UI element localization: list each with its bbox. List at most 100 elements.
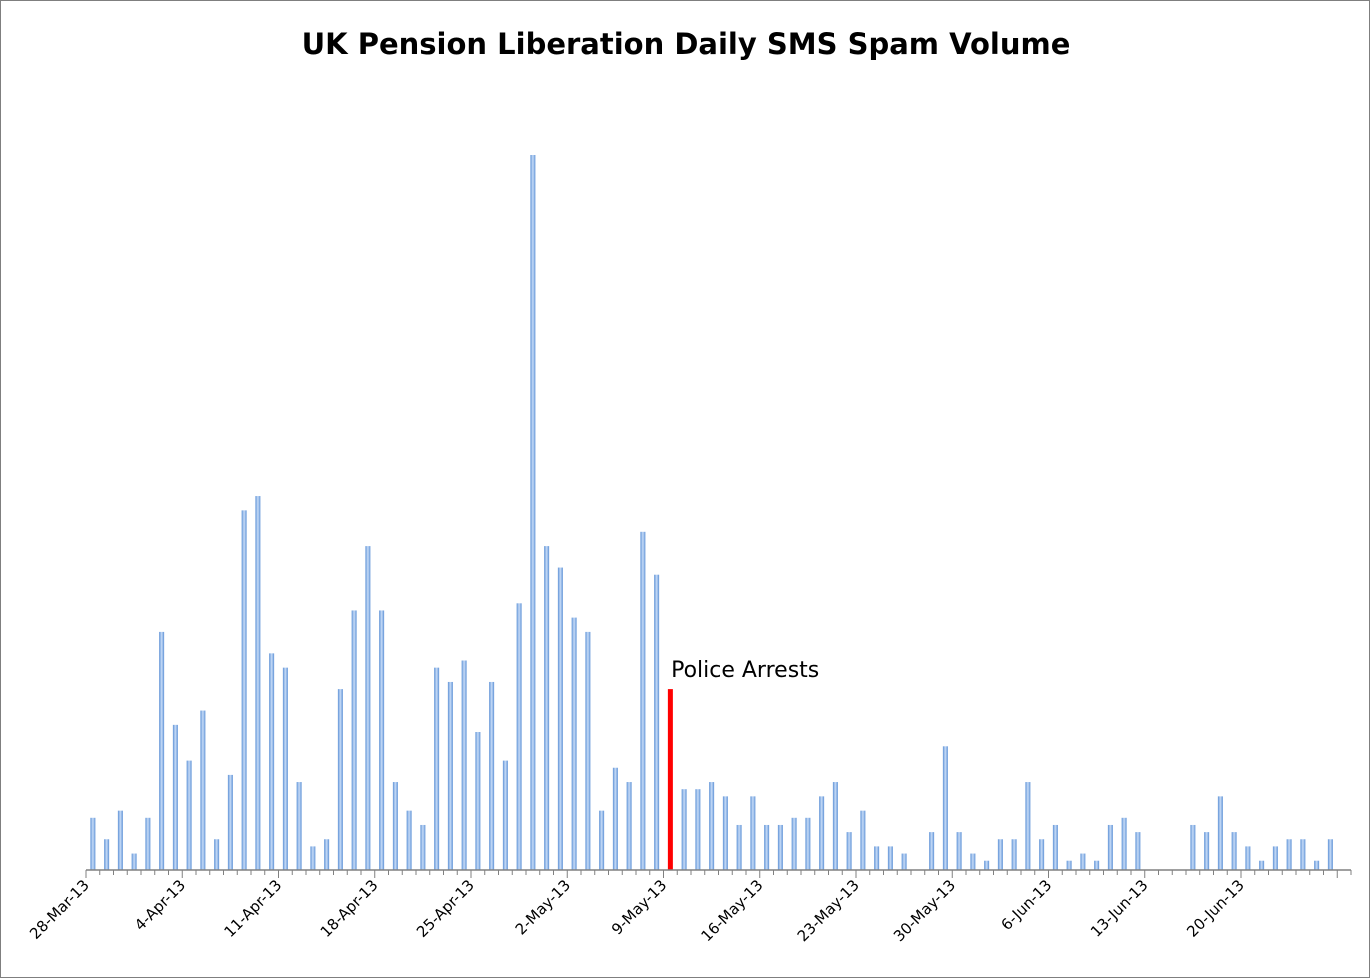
- bar: [1259, 860, 1265, 870]
- bar: [970, 853, 976, 870]
- bar: [1286, 839, 1292, 870]
- bar: [626, 782, 632, 870]
- x-tick-label: 11-Apr-13: [221, 876, 286, 941]
- bar: [750, 796, 756, 871]
- bar: [1107, 824, 1113, 871]
- bar: [392, 782, 398, 870]
- bar: [104, 839, 110, 870]
- x-tick-label: 30-May-13: [890, 876, 959, 945]
- bar: [846, 832, 852, 871]
- bar: [1272, 846, 1278, 870]
- x-axis: 28-Mar-13 4-Apr-13 11-Apr-13 18-Apr-13 25-Ap…: [26, 869, 1352, 945]
- bar: [709, 782, 715, 870]
- bar: [984, 860, 990, 870]
- bar: [1011, 839, 1017, 870]
- bar: [1231, 832, 1237, 871]
- bar: [117, 810, 123, 870]
- bar: [475, 732, 481, 870]
- bar: [214, 839, 220, 870]
- bar: [145, 817, 151, 870]
- bar: [1245, 846, 1251, 870]
- bar: [1300, 839, 1306, 870]
- bar: [1094, 860, 1100, 870]
- bar: [1217, 796, 1223, 871]
- bar: [860, 810, 866, 870]
- bar: [1135, 832, 1141, 871]
- x-tick-label: 4-Apr-13: [131, 876, 189, 934]
- bar: [282, 667, 288, 870]
- bar: [172, 724, 178, 871]
- annotation-label: Police Arrests: [671, 658, 819, 683]
- bar: [255, 496, 261, 870]
- bar: [585, 631, 591, 870]
- bar: [365, 546, 371, 870]
- x-tick-label: 9-May-13: [608, 876, 670, 938]
- bar: [819, 796, 825, 871]
- annotations: Police Arrests: [671, 658, 819, 683]
- bar: [997, 839, 1003, 870]
- bar: [777, 824, 783, 871]
- bar: [544, 546, 550, 870]
- bar: [131, 853, 137, 870]
- bar: [1204, 832, 1210, 871]
- bar: [736, 824, 742, 871]
- bar: [1052, 824, 1058, 871]
- bar-highlight: [667, 689, 673, 871]
- bar: [530, 155, 536, 870]
- x-tick-label: 25-Apr-13: [413, 876, 478, 941]
- bar: [351, 610, 357, 870]
- x-tick-label: 18-Apr-13: [317, 876, 382, 941]
- bar: [1314, 860, 1320, 870]
- chart-title: UK Pension Liberation Daily SMS Spam Vol…: [301, 27, 1071, 61]
- bar: [324, 839, 330, 870]
- bar: [681, 789, 687, 870]
- bar: [200, 710, 206, 870]
- bar: [90, 817, 96, 870]
- bar: [764, 824, 770, 871]
- bar: [434, 667, 440, 870]
- bar: [956, 832, 962, 871]
- bar: [379, 610, 385, 870]
- bar: [557, 567, 563, 870]
- bar: [1039, 839, 1045, 870]
- bar: [887, 846, 893, 870]
- bar: [874, 846, 880, 870]
- bar: [722, 796, 728, 871]
- bar: [571, 617, 577, 870]
- bar-series: [90, 155, 1333, 871]
- bar: [805, 817, 811, 870]
- x-tick-label: 13-Jun-13: [1087, 876, 1152, 941]
- x-tick-label: 23-May-13: [794, 876, 863, 945]
- bar: [310, 846, 316, 870]
- bar: [695, 789, 701, 870]
- bar: [1190, 824, 1196, 871]
- bar: [929, 832, 935, 871]
- bar: [640, 531, 646, 870]
- bar: [942, 746, 948, 870]
- bar: [502, 760, 508, 871]
- bar: [599, 810, 605, 870]
- x-tick-label: 2-May-13: [512, 876, 574, 938]
- x-tick-label: 6-Jun-13: [998, 876, 1056, 934]
- x-tick-label: 28-Mar-13: [26, 876, 93, 943]
- bar: [1121, 817, 1127, 870]
- bar: [489, 681, 495, 870]
- bar: [159, 631, 165, 870]
- bar: [269, 653, 275, 871]
- bar: [516, 603, 522, 870]
- bar: [654, 574, 660, 870]
- bar: [1066, 860, 1072, 870]
- bar: [901, 853, 907, 870]
- bar: [337, 689, 343, 871]
- bar: [241, 510, 247, 870]
- bar: [1025, 782, 1031, 870]
- bar: [461, 660, 467, 870]
- bar: [1080, 853, 1086, 870]
- bar: [832, 782, 838, 870]
- bar: [612, 767, 618, 870]
- bar: [227, 774, 233, 870]
- x-tick-label: 20-Jun-13: [1183, 876, 1248, 941]
- bar: [1327, 839, 1333, 870]
- bar: [420, 824, 426, 871]
